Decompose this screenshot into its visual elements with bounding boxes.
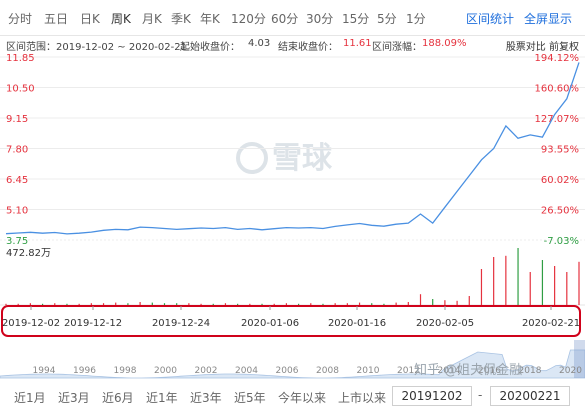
- interval-stats-link[interactable]: 区间统计: [466, 12, 515, 26]
- y-tick-label-right: 60.02%: [541, 175, 579, 186]
- date-separator: -: [478, 388, 483, 402]
- end-close-value: 11.61: [343, 38, 372, 49]
- overview-year-label: 2018: [519, 366, 542, 376]
- overview-year-label: 2010: [357, 366, 380, 376]
- overview-year-label: 1994: [33, 366, 56, 376]
- range-selector: 近1月 近3月 近6月 近1年 近3年 近5年 今年以来 上市以来 201912…: [0, 383, 585, 413]
- overview-year-label: 2006: [276, 366, 299, 376]
- y-tick-label-right: -7.03%: [544, 236, 579, 247]
- tab-month-k[interactable]: 月K: [142, 12, 162, 26]
- overview-year-label: 1998: [114, 366, 137, 376]
- overview-year-label: 2012: [397, 366, 420, 376]
- y-tick-label-right: 93.55%: [541, 145, 579, 156]
- range-ytd[interactable]: 今年以来: [278, 391, 327, 405]
- y-tick-label-left: 11.85: [6, 53, 35, 64]
- range-label: 区间范围：2019-12-02 ~ 2020-02-21: [6, 42, 187, 53]
- overview-year-label: 2000: [154, 366, 177, 376]
- overview-year-label: 2002: [195, 366, 218, 376]
- y-tick-label-left: 10.50: [6, 84, 35, 95]
- watermark-logo-icon: [236, 142, 268, 174]
- range-since-ipo[interactable]: 上市以来: [338, 391, 387, 405]
- tab-quarter-k[interactable]: 季K: [171, 12, 191, 26]
- overview-year-label: 2004: [235, 366, 258, 376]
- overview-selection-window: [574, 340, 585, 378]
- tab-timeshare[interactable]: 分时: [8, 12, 33, 26]
- x-tick-label: 2020-02-05: [416, 318, 474, 329]
- tab-week-k[interactable]: 周K: [111, 12, 131, 26]
- range-3y[interactable]: 近3年: [190, 391, 222, 405]
- x-tick-label: 2019-12-02: [2, 318, 60, 329]
- tab-1min[interactable]: 1分: [406, 12, 426, 26]
- x-axis-highlight-box: [1, 305, 581, 337]
- x-tick-label: 2019-12-12: [64, 318, 122, 329]
- tab-5min[interactable]: 5分: [377, 12, 397, 26]
- y-tick-label-right: 194.12%: [535, 53, 580, 64]
- interval-info-bar: 区间范围：2019-12-02 ~ 2020-02-21 起始收盘价： 4.03…: [0, 36, 585, 53]
- tab-30min[interactable]: 30分: [306, 12, 334, 26]
- x-tick-label: 2019-12-24: [152, 318, 210, 329]
- tab-year-k[interactable]: 年K: [200, 12, 220, 26]
- range-5y[interactable]: 近5年: [234, 391, 266, 405]
- overview-year-label: 2014: [438, 366, 461, 376]
- change-value: 188.09%: [422, 38, 467, 49]
- change-label: 区间涨幅：: [372, 42, 422, 53]
- y-tick-label-right: 127.07%: [535, 114, 580, 125]
- end-close-label: 结束收盘价：: [278, 42, 338, 53]
- x-tick-label: 2020-02-21: [522, 318, 580, 329]
- tab-five-day[interactable]: 五日: [44, 12, 69, 26]
- price-line: [5, 62, 580, 235]
- y-tick-label-left: 3.75: [6, 236, 28, 247]
- overview-year-label: 2016: [478, 366, 501, 376]
- range-1m[interactable]: 近1月: [14, 391, 46, 405]
- volume-max-label: 472.82万: [6, 248, 51, 259]
- end-date-input[interactable]: 20200221: [490, 386, 570, 406]
- watermark-footer: 知乎 @姐夫侃金融: [414, 363, 523, 378]
- y-tick-label-left: 9.15: [6, 114, 28, 125]
- range-1y[interactable]: 近1年: [146, 391, 178, 405]
- y-tick-label-left: 5.10: [6, 206, 28, 217]
- fullscreen-link[interactable]: 全屏显示: [524, 12, 573, 26]
- x-tick-label: 2020-01-16: [328, 318, 386, 329]
- compare-adjust-options[interactable]: 股票对比 前复权: [505, 42, 579, 53]
- overview-year-label: 2008: [316, 366, 339, 376]
- y-tick-label-left: 7.80: [6, 145, 28, 156]
- tab-120min[interactable]: 120分: [231, 12, 266, 26]
- watermark-logo-text: 雪球: [272, 141, 333, 176]
- start-close-label: 起始收盘价：: [180, 42, 240, 53]
- overview-area: [0, 349, 585, 379]
- start-close-value: 4.03: [248, 38, 271, 49]
- x-tick-label: 2020-01-06: [241, 318, 299, 329]
- period-toolbar: 分时 五日 日K 周K 月K 季K 年K 120分 60分 30分 15分 5分…: [0, 0, 585, 36]
- range-6m[interactable]: 近6月: [102, 391, 134, 405]
- tab-15min[interactable]: 15分: [342, 12, 370, 26]
- range-3m[interactable]: 近3月: [58, 391, 90, 405]
- tab-60min[interactable]: 60分: [271, 12, 299, 26]
- price-chart: 雪球 11.85 194.12% 10.50 160.60% 9.15 127.07% 7.8…: [0, 53, 585, 380]
- overview-year-label: 1996: [73, 366, 96, 376]
- tab-day-k[interactable]: 日K: [80, 12, 100, 26]
- start-date-input[interactable]: 20191202: [392, 386, 472, 406]
- y-tick-label-right: 160.60%: [535, 84, 580, 95]
- y-tick-label-left: 6.45: [6, 175, 28, 186]
- overview-year-label: 2020: [559, 366, 582, 376]
- y-tick-label-right: 26.50%: [541, 206, 579, 217]
